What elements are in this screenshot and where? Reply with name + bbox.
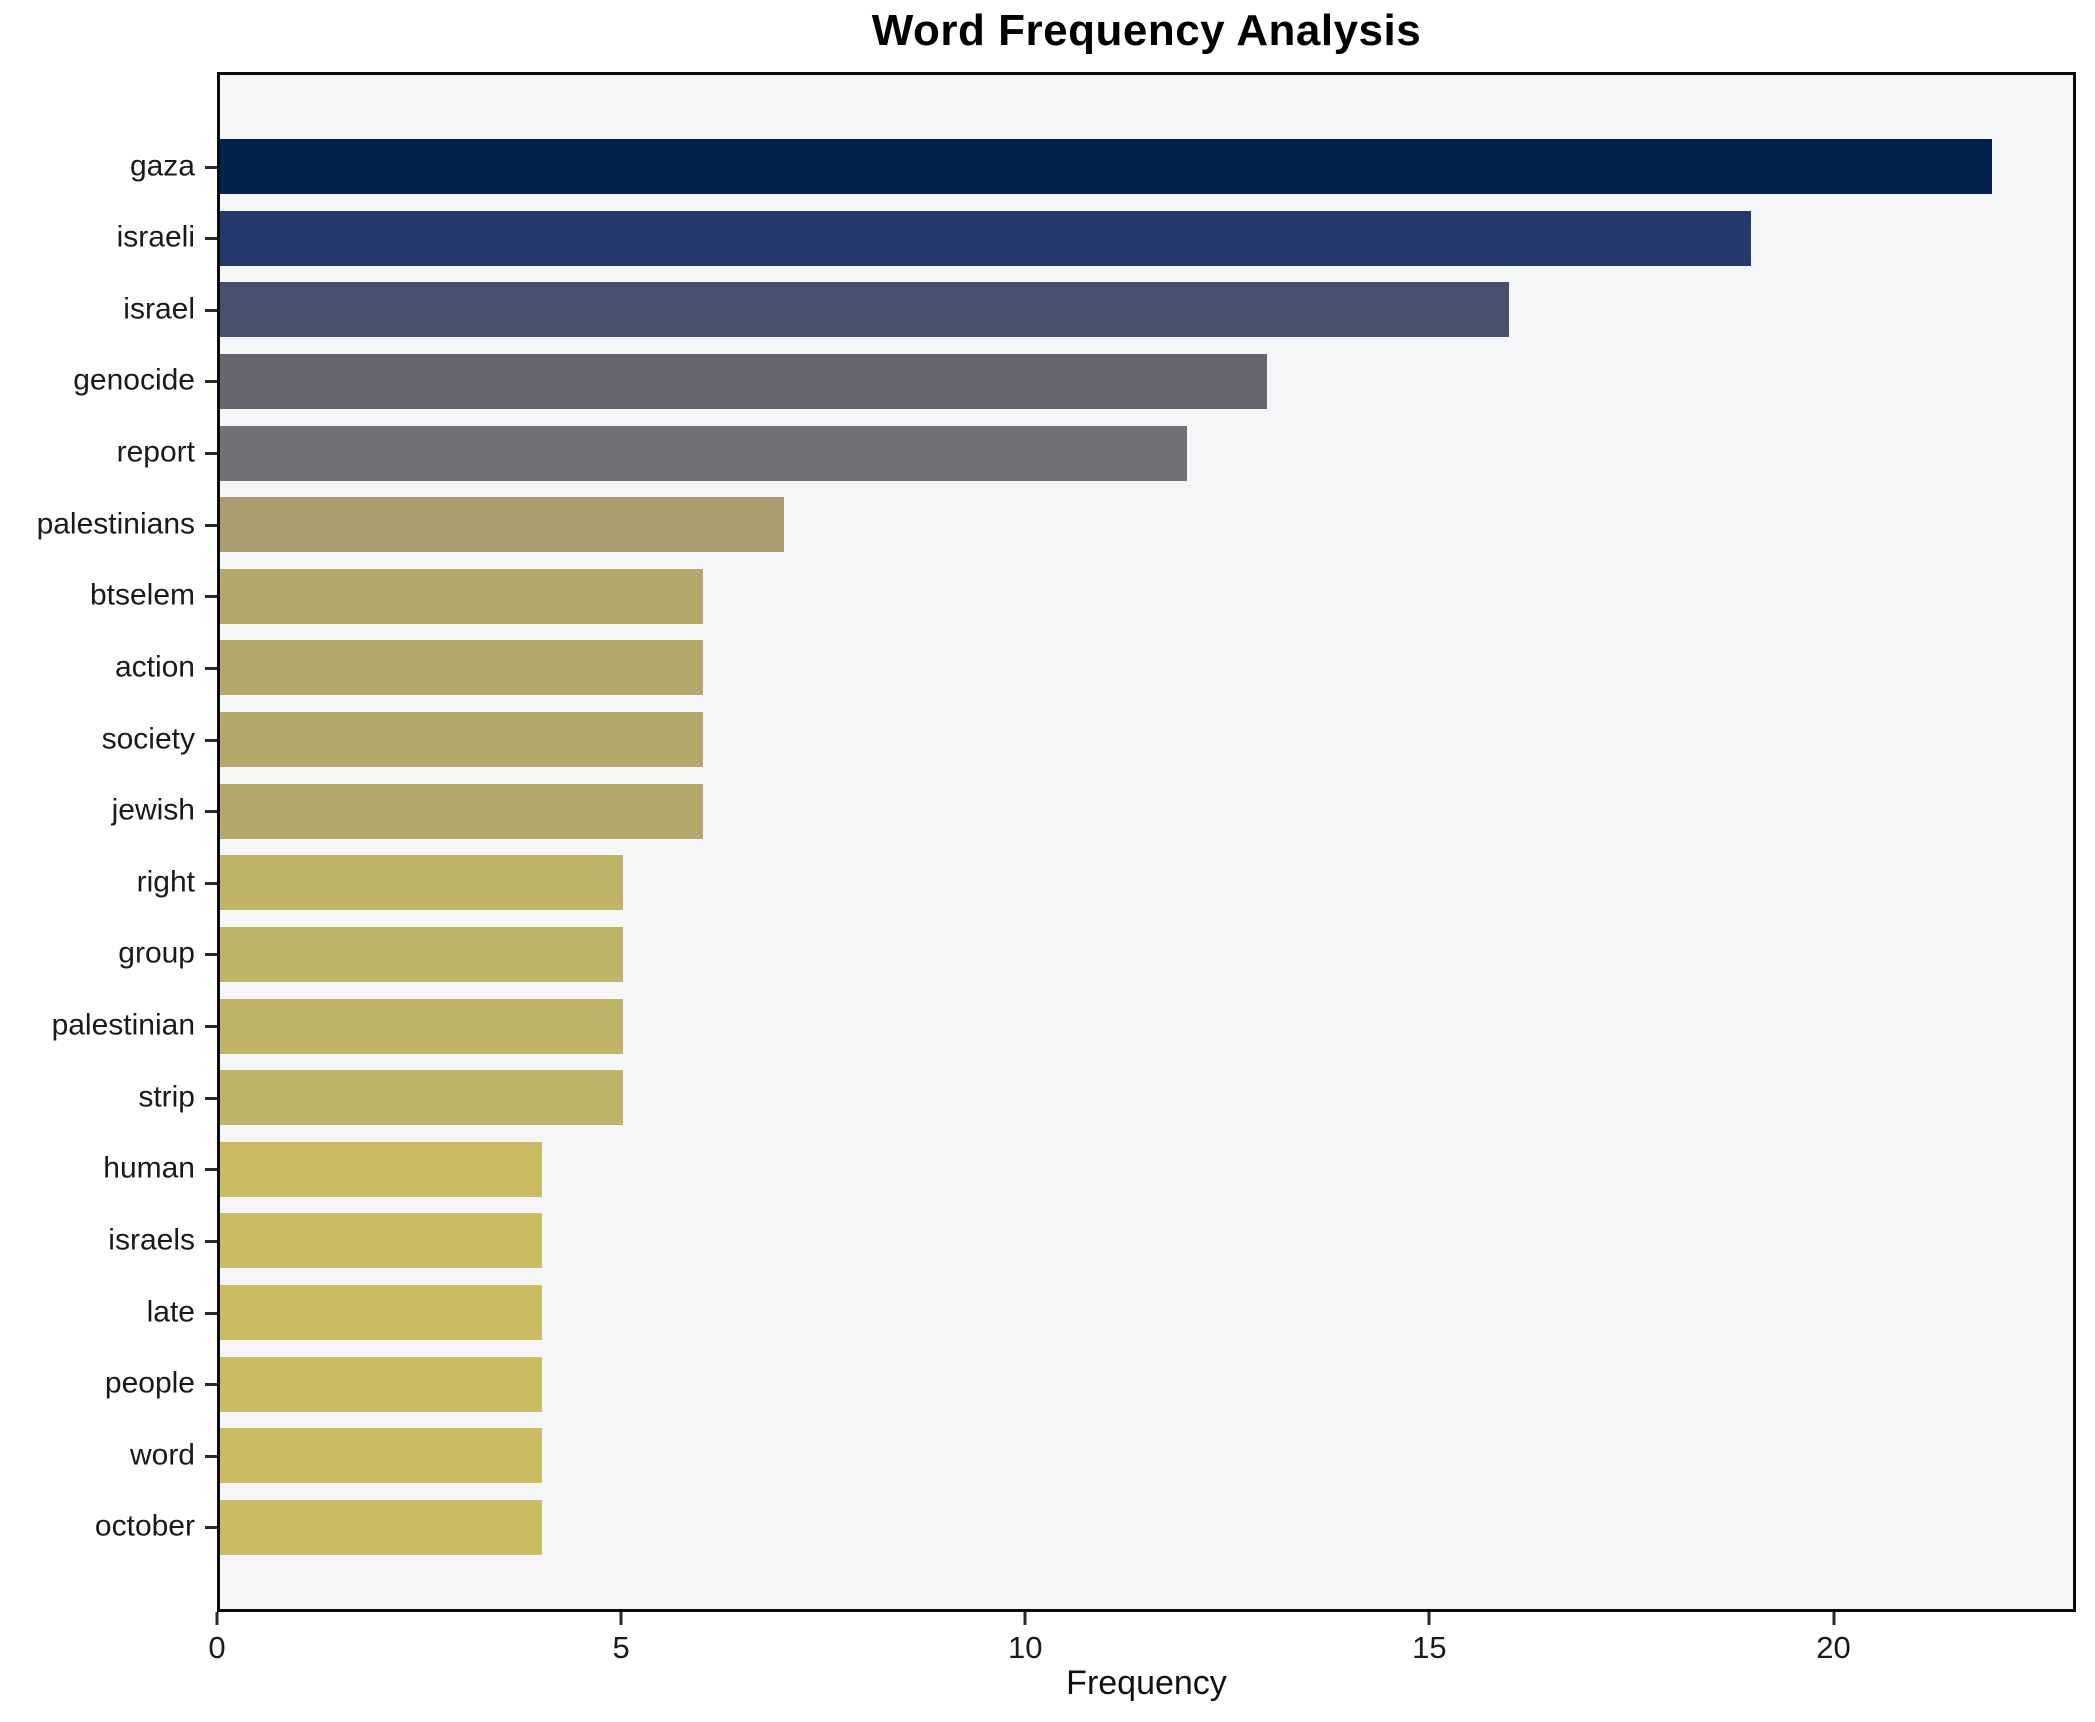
x-tick-mark <box>215 1612 219 1625</box>
x-tick-label-5: 5 <box>612 1630 630 1665</box>
bars-container: gaza israeli israel genocide report palestini… <box>37 75 2073 1609</box>
y-tick-label-btselem: btselem <box>89 578 195 612</box>
bar-group <box>220 926 623 982</box>
y-tick-mark <box>205 1096 217 1100</box>
bar-row: israeli <box>117 210 2073 266</box>
y-tick-mark <box>205 380 217 384</box>
bar-row: jewish <box>112 783 2073 839</box>
y-tick-mark <box>205 666 217 670</box>
bar-row: word <box>130 1428 2073 1484</box>
bar-row: late <box>147 1285 2073 1340</box>
bar-row: genocide <box>73 353 2073 409</box>
bar-palestinians <box>220 497 784 553</box>
x-tick-mark <box>1427 1612 1431 1625</box>
chart-title: Word Frequency Analysis <box>871 6 1422 55</box>
y-tick-label-october: october <box>94 1509 195 1543</box>
y-tick-label-report: report <box>116 435 195 469</box>
y-tick-mark <box>205 738 217 742</box>
y-tick-label-people: people <box>104 1366 195 1400</box>
y-tick-label-word: word <box>129 1438 195 1472</box>
x-tick-mark <box>1023 1612 1027 1625</box>
bar-row: report <box>117 425 2073 481</box>
bar-right <box>220 855 623 911</box>
bar-row: israel <box>123 282 2073 338</box>
bar-strip <box>220 1070 623 1126</box>
y-tick-label-human: human <box>103 1151 195 1185</box>
y-tick-label-late: late <box>146 1294 195 1328</box>
bar-row: society <box>102 712 2073 767</box>
bar-btselem <box>220 568 704 624</box>
bar-genocide <box>220 353 1268 409</box>
bar-october <box>220 1499 543 1555</box>
x-tick-label-15: 15 <box>1412 1630 1447 1665</box>
y-tick-label-genocide: genocide <box>73 363 195 397</box>
y-tick-mark <box>205 1383 217 1387</box>
y-tick-mark <box>205 452 217 455</box>
bar-society <box>220 712 704 767</box>
bar-gaza <box>220 139 1993 194</box>
y-tick-mark <box>205 1239 217 1243</box>
bar-people <box>220 1356 543 1412</box>
bar-israel <box>220 282 1510 338</box>
y-tick-mark <box>205 1454 217 1458</box>
x-axis-title: Frequency <box>1066 1664 1227 1702</box>
x-tick-mark <box>1832 1612 1836 1625</box>
bar-row: strip <box>138 1070 2073 1126</box>
bar-palestinian <box>220 998 623 1054</box>
bar-row: palestinians <box>37 497 2073 553</box>
y-tick-label-israeli: israeli <box>116 220 195 254</box>
bar-row: october <box>95 1499 2073 1555</box>
y-tick-mark <box>205 953 217 957</box>
bar-jewish <box>220 783 704 839</box>
bar-late <box>220 1285 543 1340</box>
y-tick-mark <box>205 595 217 599</box>
bar-row: people <box>105 1356 2073 1412</box>
plot-area: gaza israeli israel genocide report palestini… <box>37 72 2076 1612</box>
bar-row: right <box>137 855 2073 911</box>
y-tick-label-israel: israel <box>123 292 195 326</box>
y-tick-label-palestinians: palestinians <box>36 507 195 541</box>
bar-row: gaza <box>130 139 2073 194</box>
y-tick-mark <box>205 237 217 241</box>
bar-row: israels <box>108 1213 2073 1269</box>
bar-israeli <box>220 210 1751 266</box>
x-axis: 0 5 10 15 20 <box>208 1612 2076 1682</box>
y-tick-mark <box>205 308 217 312</box>
bar-row: group <box>118 926 2073 982</box>
bar-row: action <box>115 640 2073 696</box>
y-tick-label-group: group <box>118 936 195 970</box>
y-tick-label-strip: strip <box>138 1080 195 1114</box>
y-tick-label-society: society <box>101 721 195 755</box>
y-tick-mark <box>205 881 217 885</box>
y-tick-mark <box>205 1025 217 1028</box>
bar-row: human <box>103 1141 2073 1197</box>
y-tick-mark <box>205 1526 217 1530</box>
x-tick-label-0: 0 <box>208 1630 226 1665</box>
bar-human <box>220 1141 543 1197</box>
x-tick-label-20: 20 <box>1816 1630 1851 1665</box>
y-tick-label-israels: israels <box>108 1223 195 1257</box>
y-tick-mark <box>205 810 217 814</box>
y-tick-mark <box>205 1311 217 1315</box>
x-tick-mark <box>619 1612 623 1625</box>
bar-israels <box>220 1213 543 1269</box>
y-tick-label-palestinian: palestinian <box>51 1008 195 1042</box>
bar-word <box>220 1428 543 1484</box>
y-tick-label-right: right <box>136 865 195 899</box>
x-tick-label-10: 10 <box>1008 1630 1043 1665</box>
y-tick-mark <box>205 1168 217 1172</box>
y-tick-label-action: action <box>114 650 195 684</box>
bar-row: btselem <box>90 568 2073 624</box>
bar-action <box>220 640 704 696</box>
bar-row: palestinian <box>52 998 2073 1054</box>
bar-report <box>220 425 1187 481</box>
y-tick-label-gaza: gaza <box>129 148 195 182</box>
y-tick-mark <box>205 165 217 169</box>
y-tick-label-jewish: jewish <box>111 793 195 827</box>
y-tick-mark <box>205 523 217 527</box>
